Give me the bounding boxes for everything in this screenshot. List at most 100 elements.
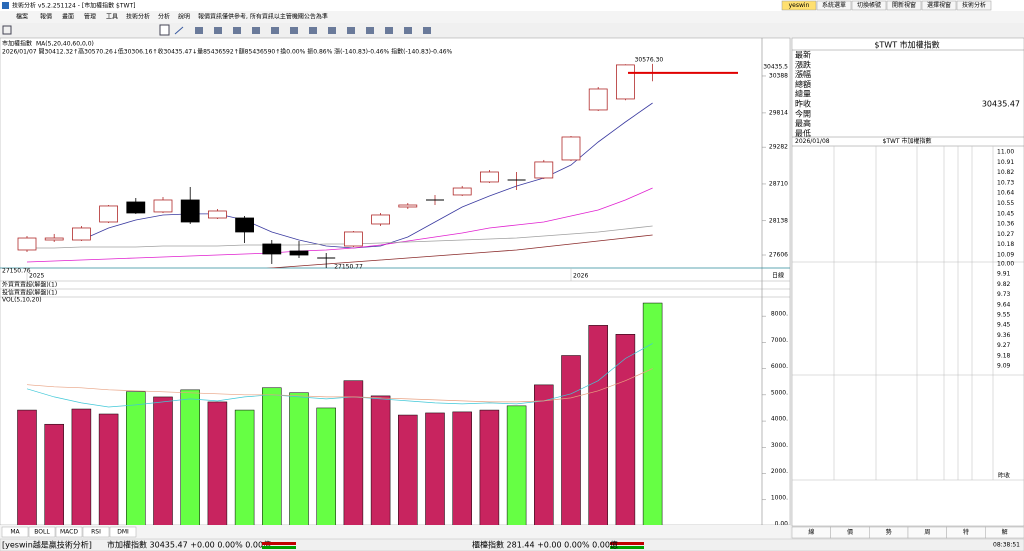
menu-item[interactable]: 畫面	[62, 13, 74, 21]
chart-area	[0, 37, 791, 526]
tool-icon[interactable]	[271, 27, 279, 34]
mini-tick-label: 10.64	[997, 190, 1014, 197]
menu-item[interactable]: 工具	[106, 14, 118, 21]
indicator-tab-label[interactable]: MA	[10, 529, 20, 536]
volume-bar	[180, 389, 200, 525]
period-label: 日線	[772, 272, 784, 280]
volume-bar	[615, 334, 636, 525]
volume-bar	[44, 423, 64, 525]
axes: 30388 29814 29282 28710 28138 27606 2025 2026 30…	[26, 56, 788, 528]
sub-panel-title: 外資買賣超(解盤)(1)	[2, 281, 57, 289]
volume-plot	[17, 302, 663, 525]
status-bar	[0, 538, 1024, 551]
menu-item[interactable]: 說明	[178, 13, 190, 21]
status-quote: 市加權指數 30435.47 +0.00 0.00% 0.00億	[107, 540, 271, 550]
indicator-tab-label[interactable]: MACD	[60, 529, 78, 536]
mini-tick-label: 10.27	[997, 231, 1014, 238]
price-plot	[17, 63, 738, 268]
high-label: 30576.30	[635, 56, 664, 63]
toolbar-icons[interactable]	[2, 24, 431, 36]
tool-icon[interactable]	[366, 27, 374, 34]
menu-item[interactable]: 管理	[84, 13, 96, 21]
top-button-label[interactable]: 技術分析	[962, 1, 986, 9]
mini-tab-label[interactable]: 勢	[886, 528, 892, 536]
menu-item[interactable]: 技術分析	[126, 13, 150, 21]
menu-item[interactable]: 檔案	[16, 13, 28, 21]
mini-tick-label: 10.45	[997, 210, 1014, 217]
mini-tab-label[interactable]: 解	[1002, 528, 1008, 536]
top-button-label[interactable]: 選擇視窗	[927, 1, 951, 9]
mini-tick-label: 10.91	[997, 159, 1014, 166]
tool-icon[interactable]	[290, 27, 298, 34]
indicator-tab[interactable]	[1, 526, 29, 538]
mini-tab-label[interactable]: 價	[847, 528, 853, 536]
mini-tab-label[interactable]: 周	[924, 529, 930, 536]
volume-bar	[506, 405, 527, 525]
top-button-label[interactable]: 開新視窗	[892, 1, 916, 9]
tool-icon[interactable]	[195, 27, 203, 34]
indicator-tab[interactable]	[55, 526, 83, 538]
volume-bar	[17, 409, 37, 525]
volume-bar	[71, 408, 92, 525]
mini-tick-label: 10.00	[997, 261, 1014, 268]
top-button[interactable]	[781, 0, 817, 11]
menu-item[interactable]: 分析	[158, 13, 170, 21]
volume-bar	[425, 412, 445, 525]
indicator-tab[interactable]	[82, 526, 110, 538]
candle-body	[452, 187, 472, 196]
candle-body	[153, 199, 173, 213]
top-button-label[interactable]: 系統選單	[822, 1, 846, 9]
tool-icon[interactable]	[328, 27, 336, 34]
tool-icon[interactable]	[214, 27, 222, 34]
top-button[interactable]	[956, 0, 992, 11]
menu-item[interactable]: 報價	[40, 13, 52, 21]
mini-tick-label: 9.09	[997, 363, 1011, 370]
top-button[interactable]	[851, 0, 887, 11]
y-tick-label: 28138	[769, 217, 788, 224]
tool-icon[interactable]	[174, 26, 184, 35]
tool-icon[interactable]	[159, 24, 170, 36]
tool-icon[interactable]	[252, 27, 260, 34]
tool-icon[interactable]	[385, 27, 393, 34]
bottom-label: 27150.76	[2, 268, 31, 275]
volume-bar	[126, 391, 146, 525]
app-icon	[2, 2, 9, 9]
tool-icon[interactable]	[423, 27, 431, 34]
y-tick-label: 27606	[769, 252, 788, 259]
volume-bar	[262, 387, 282, 525]
quote-label: 今開	[795, 108, 811, 118]
tool-icon[interactable]	[233, 27, 241, 34]
mini-ticks: 11.00 10.91 10.82 10.73 10.64 10.55 10.45 10.36…	[997, 149, 1014, 370]
top-button[interactable]	[886, 0, 922, 11]
tool-icon[interactable]	[347, 27, 355, 34]
top-button-label[interactable]: 切換帳號	[857, 1, 881, 9]
mini-tick-label: 11.00	[997, 149, 1014, 156]
volume-bar	[534, 384, 554, 525]
mini-tab-label[interactable]: 線	[808, 528, 814, 536]
mini-grid	[792, 146, 1024, 481]
tool-icon[interactable]	[309, 27, 317, 34]
quote-label: 最低	[795, 128, 811, 138]
mini-tick-label: 10.82	[997, 169, 1014, 176]
top-button-label[interactable]: yeswin	[789, 2, 810, 9]
volume-bar	[370, 395, 391, 525]
mini-tab-label[interactable]: 特	[963, 528, 969, 536]
indicator-tab-label[interactable]: RSI	[91, 529, 101, 536]
mini-tick-label: 9.36	[997, 332, 1011, 339]
top-button[interactable]	[816, 0, 852, 11]
quote-label: 昨收	[795, 99, 811, 109]
y-tick-label: 7000.	[771, 337, 788, 344]
indicator-tab[interactable]	[28, 526, 56, 538]
mini-tick-label: 10.73	[997, 179, 1014, 186]
mini-tick-label: 9.82	[997, 281, 1011, 288]
mini-tick-label: 9.55	[997, 312, 1011, 319]
volume-bar	[234, 409, 255, 525]
indicator-tab-label[interactable]: DMI	[117, 529, 129, 536]
tool-icon[interactable]	[404, 27, 412, 34]
indicator-tab-label[interactable]: BOLL	[34, 529, 50, 536]
quote-label: 總量	[795, 89, 811, 99]
indicator-tab[interactable]	[109, 526, 137, 538]
tool-icon[interactable]	[2, 25, 12, 35]
candle-body	[343, 231, 363, 247]
top-button[interactable]	[921, 0, 957, 11]
